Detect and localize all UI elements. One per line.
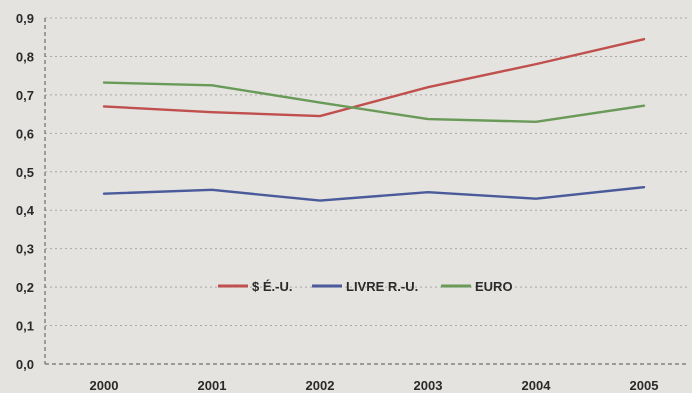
y-tick-label: 0,2 bbox=[16, 280, 34, 295]
y-tick-label: 0,6 bbox=[16, 126, 34, 141]
y-tick-label: 0,8 bbox=[16, 49, 34, 64]
x-tick-label: 2004 bbox=[522, 378, 552, 393]
y-tick-label: 0,1 bbox=[16, 319, 34, 334]
y-axis-ticks: 0,0 0,1 0,2 0,3 0,4 0,5 0,6 0,7 0,8 0,9 bbox=[16, 11, 35, 372]
series-lines bbox=[102, 37, 646, 202]
legend-label: $ É.-U. bbox=[252, 279, 292, 294]
y-tick-label: 0,7 bbox=[16, 88, 34, 103]
y-tick-label: 0,4 bbox=[16, 203, 35, 218]
series-line-0 bbox=[102, 37, 646, 118]
x-tick-label: 2002 bbox=[306, 378, 335, 393]
y-tick-label: 0,3 bbox=[16, 242, 34, 257]
legend: $ É.-U. LIVRE R.-U. EURO bbox=[218, 279, 513, 294]
y-tick-label: 0,9 bbox=[16, 11, 34, 26]
legend-label: EURO bbox=[475, 279, 513, 294]
x-tick-label: 2001 bbox=[198, 378, 227, 393]
y-tick-label: 0,5 bbox=[16, 165, 34, 180]
series-line-2 bbox=[102, 81, 646, 124]
y-tick-label: 0,0 bbox=[16, 357, 34, 372]
gridlines bbox=[44, 17, 688, 365]
x-tick-label: 2003 bbox=[414, 378, 443, 393]
x-axis-ticks: 2000 2001 2002 2003 2004 2005 bbox=[90, 378, 659, 393]
x-tick-label: 2000 bbox=[90, 378, 119, 393]
x-tick-label: 2005 bbox=[630, 378, 659, 393]
legend-label: LIVRE R.-U. bbox=[346, 279, 418, 294]
series-line-1 bbox=[102, 185, 646, 202]
